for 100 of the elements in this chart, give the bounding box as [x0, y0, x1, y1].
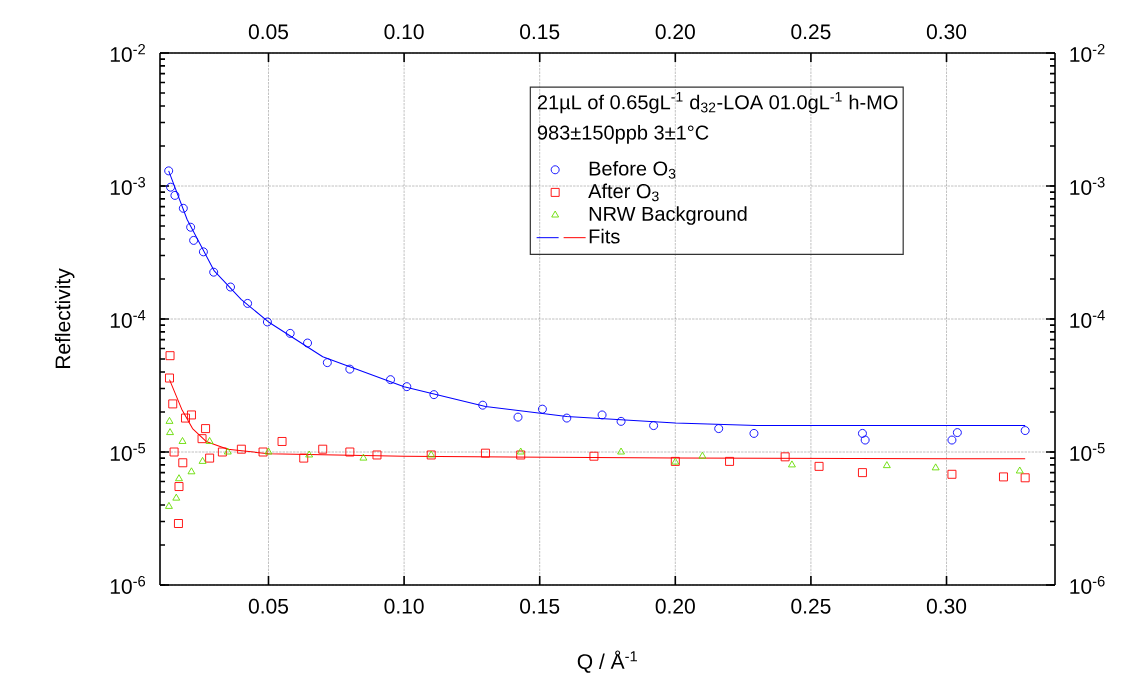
point: [165, 373, 174, 383]
point: [165, 416, 174, 424]
point: [814, 461, 824, 471]
point: [172, 493, 181, 501]
point: [318, 444, 328, 454]
legend-label: After O$_{3}$: [588, 183, 659, 202]
point: [1015, 466, 1024, 474]
point: [617, 447, 625, 455]
y-tick-label: 10$^{-3}$: [110, 177, 146, 196]
x2-tick-label: 0.20: [655, 598, 695, 614]
point: [345, 447, 355, 457]
point: [616, 416, 626, 426]
point: [402, 382, 412, 392]
x-tick-label: 0.15: [520, 24, 560, 40]
point: [174, 482, 184, 491]
point: [187, 410, 196, 420]
x2-tick-label: 0.15: [520, 598, 560, 614]
point: [305, 450, 314, 458]
point: [303, 338, 312, 348]
point: [223, 447, 232, 455]
point: [714, 424, 724, 434]
y-tick-label: 10$^{-2}$: [110, 44, 145, 63]
point: [175, 474, 183, 482]
point: [562, 413, 572, 423]
point: [258, 447, 268, 457]
point: [178, 203, 188, 213]
point: [749, 428, 759, 438]
point: [164, 166, 174, 176]
point: [359, 453, 368, 461]
point: [947, 469, 957, 479]
point: [952, 428, 962, 438]
point: [372, 450, 382, 460]
text: 10$^{-4}$: [1070, 310, 1105, 328]
point: [516, 447, 525, 455]
point: [262, 317, 272, 327]
x2-tick-label: 0.10: [384, 598, 424, 614]
point: [168, 399, 178, 409]
point: [429, 390, 439, 400]
y-tick-label: 10$^{-6}$: [110, 576, 146, 595]
point: [649, 421, 659, 431]
point: [165, 501, 173, 509]
point: [537, 404, 547, 414]
point: [205, 437, 214, 444]
y-tick-label: 10$^{-4}$: [110, 310, 146, 328]
point: [166, 182, 176, 192]
point: [931, 463, 940, 471]
point: [857, 468, 867, 478]
x-tick-label: 0.05: [248, 24, 289, 40]
point: [197, 434, 207, 444]
point: [788, 460, 796, 468]
x2-tick-label: 0.05: [248, 598, 289, 614]
point: [1020, 473, 1030, 483]
point: [857, 428, 867, 438]
point: [285, 328, 295, 338]
point: [999, 472, 1008, 482]
point: [166, 428, 174, 436]
point: [513, 412, 523, 422]
point: [217, 447, 227, 457]
point: [198, 456, 207, 464]
point: [481, 448, 490, 458]
x2-tick-label: 0.30: [926, 598, 967, 614]
point: [178, 437, 187, 444]
point: [1020, 426, 1030, 435]
point: [345, 364, 355, 374]
point: [264, 447, 273, 455]
point: [169, 447, 179, 457]
annotation: 983±150ppb 3±1°C: [537, 124, 709, 144]
x-tick-label: 0.25: [791, 24, 831, 40]
point: [209, 267, 219, 277]
point: [478, 400, 488, 410]
point: [882, 461, 891, 469]
point: [201, 424, 211, 434]
x-axis-title: Q / Å$^{-1}$: [577, 650, 637, 673]
point: [174, 519, 183, 528]
text: 10$^{-2}$: [1070, 44, 1105, 63]
point: [243, 298, 253, 308]
point: [947, 435, 957, 445]
point: [205, 453, 215, 463]
point: [516, 450, 526, 460]
point: [589, 451, 599, 461]
point: [189, 235, 199, 245]
legend-label: Fits: [589, 228, 620, 244]
point: [178, 458, 188, 468]
y-axis-title: Reflectivity: [54, 268, 75, 369]
point: [322, 358, 332, 368]
point: [277, 437, 287, 446]
point: [165, 351, 175, 361]
point: [780, 452, 790, 462]
annotation: 21µL of 0.65gL$^{-1}$ d$_{32}$-LOA 01.0gL$^{-1}$ h-MO: [537, 91, 898, 114]
text: 10$^{-5}$: [1070, 443, 1105, 461]
y-tick-label: 10$^{-5}$: [110, 443, 146, 461]
point: [860, 435, 870, 445]
point: [597, 410, 607, 420]
x-tick-label: 0.20: [655, 24, 695, 40]
point: [181, 413, 190, 423]
x-tick-label: 0.10: [384, 24, 424, 40]
point: [226, 282, 235, 292]
point: [170, 190, 180, 200]
text: 10$^{-3}$: [1070, 177, 1105, 196]
point: [725, 456, 734, 466]
